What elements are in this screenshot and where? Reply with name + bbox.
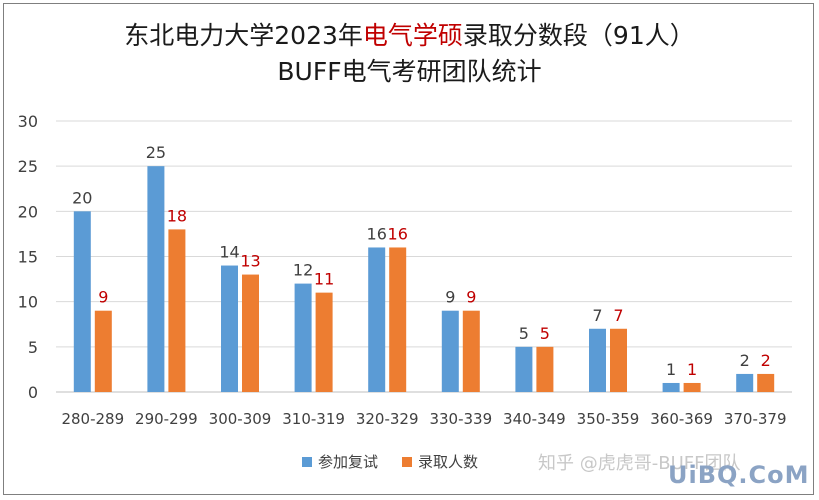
title-part-a: 东北电力大学2023年 xyxy=(124,21,363,50)
data-label-series1: 25 xyxy=(146,143,166,162)
x-tick-label: 310-319 xyxy=(282,410,345,428)
data-label-series2: 5 xyxy=(540,324,550,343)
y-tick-label: 5 xyxy=(28,338,38,357)
x-tick-label: 300-309 xyxy=(209,410,272,428)
x-tick-label: 320-329 xyxy=(356,410,419,428)
data-label-series2: 16 xyxy=(388,224,408,243)
y-tick-label: 15 xyxy=(18,248,38,267)
bar-series1 xyxy=(441,310,459,392)
data-label-series1: 2 xyxy=(740,351,750,370)
bar-series1 xyxy=(294,283,312,392)
legend-label-series1: 参加复试 xyxy=(318,453,379,471)
data-label-series1: 1 xyxy=(666,360,676,379)
data-label-series1: 20 xyxy=(72,188,92,207)
y-tick-label: 0 xyxy=(28,383,38,402)
data-label-series1: 14 xyxy=(219,243,239,262)
data-label-series1: 12 xyxy=(293,261,313,280)
bar-series1 xyxy=(221,265,238,392)
watermark-site: UiBQ.CoM xyxy=(668,461,810,489)
bar-series2 xyxy=(94,310,112,392)
x-tick-label: 280-289 xyxy=(61,410,124,428)
data-label-series2: 18 xyxy=(167,206,187,225)
bar-series2 xyxy=(757,373,775,392)
watermark-zhihu: 知乎 @虎虎哥-BUFF团队 xyxy=(538,453,741,474)
data-label-series1: 9 xyxy=(445,288,455,307)
data-label-series2: 9 xyxy=(98,288,108,307)
bar-series1 xyxy=(368,247,386,392)
bar-series2 xyxy=(462,310,480,392)
data-label-series2: 13 xyxy=(240,252,260,271)
chart-frame xyxy=(3,3,814,495)
bar-series1 xyxy=(589,328,606,392)
data-label-series2: 9 xyxy=(466,288,476,307)
legend-swatch-series2 xyxy=(402,456,413,467)
chart-title-line1: 东北电力大学2023年电气学硕录取分数段（91人） xyxy=(0,21,819,51)
x-tick-label: 330-339 xyxy=(429,410,492,428)
x-tick-label: 370-379 xyxy=(724,410,787,428)
legend-swatch-series1 xyxy=(302,456,312,467)
data-label-series2: 1 xyxy=(687,360,697,379)
bar-series1 xyxy=(736,373,754,392)
y-tick-label: 30 xyxy=(18,112,38,131)
legend-label-series2: 录取人数 xyxy=(418,453,479,471)
x-tick-label: 340-349 xyxy=(503,410,566,428)
chart-title-line2: BUFF电气考研团队统计 xyxy=(277,57,542,86)
y-tick-label: 25 xyxy=(18,157,38,176)
bar-series1 xyxy=(662,382,680,392)
bar-series2 xyxy=(242,274,259,392)
bar-series1 xyxy=(147,166,165,392)
y-tick-label: 10 xyxy=(18,293,38,312)
data-label-series1: 5 xyxy=(519,324,529,343)
bar-series2 xyxy=(168,229,186,392)
bar-series2 xyxy=(389,247,407,392)
data-label-series1: 7 xyxy=(592,306,602,325)
bar-series2 xyxy=(610,328,627,392)
data-label-series2: 11 xyxy=(314,270,334,289)
legend: 参加复试 录取人数 xyxy=(302,451,502,472)
data-label-series2: 7 xyxy=(613,306,623,325)
bar-series2 xyxy=(315,292,333,392)
title-part-c: 录取分数段（91人） xyxy=(462,21,695,50)
x-tick-label: 350-359 xyxy=(577,410,640,428)
bar-series2 xyxy=(536,346,554,392)
bar-series1 xyxy=(515,346,533,392)
data-label-series2: 2 xyxy=(761,351,771,370)
bar-series1 xyxy=(73,211,91,392)
x-tick-label: 290-299 xyxy=(135,410,198,428)
title-highlight: 电气学硕 xyxy=(362,21,463,50)
legend-item-series1: 参加复试 xyxy=(302,451,378,472)
legend-item-series2: 录取人数 xyxy=(402,451,478,472)
x-tick-label: 360-369 xyxy=(650,410,713,428)
bar-series2 xyxy=(683,382,701,392)
data-label-series1: 16 xyxy=(367,224,387,243)
y-tick-label: 20 xyxy=(18,202,38,221)
